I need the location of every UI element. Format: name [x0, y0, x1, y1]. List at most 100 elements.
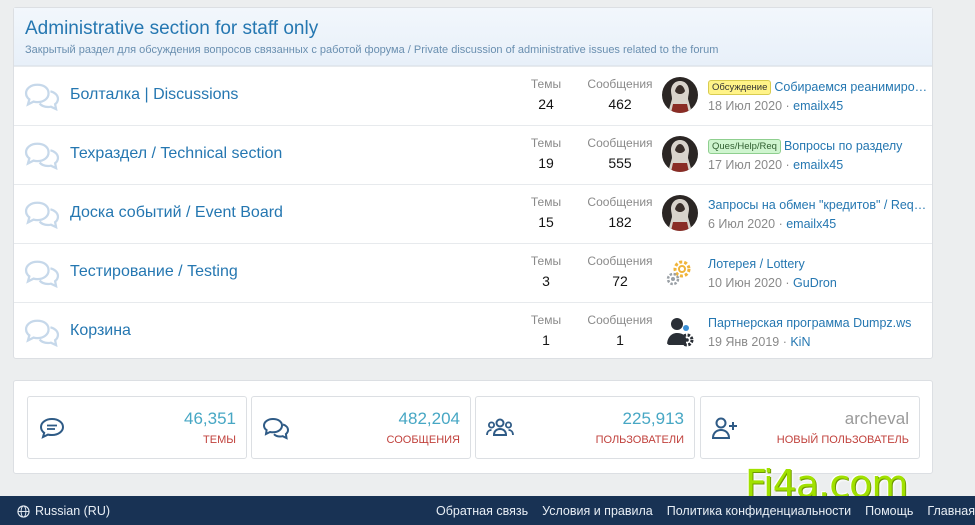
- node-threads-stat: Темы 1: [519, 313, 573, 348]
- node-title[interactable]: Тестирование / Testing: [70, 263, 238, 280]
- threads-label: Темы: [530, 195, 562, 209]
- messages-count: 1: [616, 332, 624, 348]
- last-post-meta: 18 Июл 2020 · emailx45: [708, 99, 844, 113]
- node-messages-stat: Сообщения 555: [580, 136, 660, 171]
- thread-prefix[interactable]: Ques/Help/Req: [708, 139, 781, 154]
- node-messages-stat: Сообщения 182: [580, 195, 660, 230]
- messages-label: Сообщения: [587, 77, 653, 91]
- threads-count: 24: [538, 96, 554, 112]
- node-title[interactable]: Доска событий / Event Board: [70, 204, 283, 221]
- last-post-meta: 6 Июл 2020 · emailx45: [708, 217, 837, 231]
- node-threads-stat: Темы 24: [519, 77, 573, 112]
- last-post-link[interactable]: Собираемся реанимировать: [774, 80, 930, 94]
- footer-link-contact[interactable]: Обратная связь: [436, 504, 529, 518]
- chat-bubbles-icon: [24, 319, 60, 347]
- threads-label: Темы: [530, 77, 562, 91]
- user-gear-icon[interactable]: [662, 313, 698, 349]
- category-header: Administrative section for staff only За…: [14, 8, 932, 66]
- forum-node: Доска событий / Event Board Темы 15 Сообщ…: [14, 184, 932, 243]
- threads-count: 3: [542, 273, 550, 289]
- threads-label: Темы: [530, 313, 562, 327]
- avatar[interactable]: [662, 136, 698, 172]
- threads-count: 15: [538, 214, 554, 230]
- gears-icon[interactable]: [662, 254, 698, 290]
- last-post-meta: 10 Июн 2020 · GuDron: [708, 276, 837, 290]
- footer-link-home[interactable]: Главная: [927, 504, 975, 518]
- last-post-title[interactable]: Обсуждение Собираемся реанимировать: [708, 80, 930, 95]
- avatar[interactable]: [662, 77, 698, 113]
- last-post-title[interactable]: Запросы на обмен "кредитов" / Requests: [708, 198, 930, 212]
- chat-bubbles-icon: [24, 83, 60, 111]
- stat-label: ТЕМЫ: [203, 434, 236, 446]
- stat-label: СООБЩЕНИЯ: [386, 434, 460, 446]
- node-messages-stat: Сообщения 1: [580, 313, 660, 348]
- stat-box-users: 225,913 ПОЛЬЗОВАТЕЛИ: [475, 396, 695, 459]
- chat-bubbles-icon: [24, 142, 60, 170]
- last-post-date[interactable]: 6 Июл 2020: [708, 217, 776, 231]
- last-post-meta: 17 Июл 2020 · emailx45: [708, 158, 844, 172]
- last-post-date[interactable]: 17 Июл 2020: [708, 158, 783, 172]
- node-threads-stat: Темы 15: [519, 195, 573, 230]
- category-title[interactable]: Administrative section for staff only: [25, 18, 319, 39]
- threads-count: 19: [538, 155, 554, 171]
- stat-box-newest-member: archeval НОВЫЙ ПОЛЬЗОВАТЕЛЬ: [700, 396, 920, 459]
- last-post-date[interactable]: 19 Янв 2019: [708, 335, 780, 349]
- last-post-date[interactable]: 10 Июн 2020: [708, 276, 782, 290]
- stat-value: 482,204: [398, 409, 460, 428]
- stat-label: ПОЛЬЗОВАТЕЛИ: [595, 434, 684, 446]
- users-icon: [486, 418, 514, 436]
- comments-icon: [262, 417, 290, 440]
- thread-prefix[interactable]: Обсуждение: [708, 80, 772, 95]
- stat-box-threads: 46,351 ТЕМЫ: [27, 396, 247, 459]
- language-label[interactable]: Russian (RU): [35, 504, 111, 518]
- node-title[interactable]: Техраздел / Technical section: [70, 145, 283, 162]
- threads-count: 1: [542, 332, 550, 348]
- avatar[interactable]: [662, 195, 698, 231]
- chat-bubbles-icon: [24, 201, 60, 229]
- threads-label: Темы: [530, 254, 562, 268]
- forum-category-block: Administrative section for staff only За…: [13, 7, 933, 359]
- last-post-user[interactable]: KiN: [790, 335, 811, 349]
- last-post-title[interactable]: Ques/Help/Req Вопросы по разделу: [708, 139, 930, 154]
- messages-label: Сообщения: [587, 136, 653, 150]
- forum-statistics-block: 46,351 ТЕМЫ 482,204 СООБЩЕНИЯ 225,913 ПО…: [13, 380, 933, 474]
- last-post-user[interactable]: emailx45: [793, 158, 844, 172]
- stat-value: 46,351: [184, 409, 236, 428]
- forum-node: Тестирование / Testing Темы 3 Сообщения 72…: [14, 243, 932, 302]
- node-threads-stat: Темы 3: [519, 254, 573, 289]
- node-title[interactable]: Болталка | Discussions: [70, 86, 239, 103]
- messages-label: Сообщения: [587, 313, 653, 327]
- language-chooser[interactable]: Russian (RU): [17, 504, 110, 518]
- last-post-date[interactable]: 18 Июл 2020: [708, 99, 783, 113]
- category-description: Закрытый раздел для обсуждения вопросов …: [25, 44, 719, 56]
- last-post-title[interactable]: Партнерская программа Dumpz.ws: [708, 316, 930, 330]
- last-post-link[interactable]: Партнерская программа Dumpz.ws: [708, 316, 912, 330]
- last-post-user[interactable]: GuDron: [793, 276, 837, 290]
- node-title[interactable]: Корзина: [70, 322, 131, 339]
- last-post-title[interactable]: Лотерея / Lottery: [708, 257, 930, 271]
- messages-count: 462: [608, 96, 632, 112]
- newest-member-name[interactable]: archeval: [844, 409, 909, 428]
- globe-icon: [17, 504, 30, 518]
- last-post-link[interactable]: Запросы на обмен "кредитов" / Requests: [708, 198, 930, 212]
- footer-link-terms[interactable]: Условия и правила: [542, 504, 653, 518]
- last-post-link[interactable]: Лотерея / Lottery: [708, 257, 805, 271]
- messages-label: Сообщения: [587, 254, 653, 268]
- last-post-link[interactable]: Вопросы по разделу: [783, 139, 903, 153]
- stat-box-messages: 482,204 СООБЩЕНИЯ: [251, 396, 471, 459]
- footer-link-privacy[interactable]: Политика конфиденциальности: [666, 504, 852, 518]
- forum-node: Корзина Темы 1 Сообщения 1 Партнерская про…: [14, 302, 932, 359]
- footer: Russian (RU) Обратная связь Условия и пр…: [0, 496, 975, 525]
- last-post-user[interactable]: emailx45: [786, 217, 837, 231]
- forum-node: Техраздел / Technical section Темы 19 Соо…: [14, 125, 932, 184]
- messages-count: 555: [608, 155, 632, 171]
- messages-count: 182: [608, 214, 632, 230]
- comment-icon: [39, 417, 65, 439]
- messages-count: 72: [612, 273, 628, 289]
- threads-label: Темы: [530, 136, 562, 150]
- messages-label: Сообщения: [587, 195, 653, 209]
- footer-link-help[interactable]: Помощь: [865, 504, 914, 518]
- stat-label: НОВЫЙ ПОЛЬЗОВАТЕЛЬ: [776, 434, 909, 446]
- last-post-user[interactable]: emailx45: [793, 99, 844, 113]
- last-post-meta: 19 Янв 2019 · KiN: [708, 335, 811, 349]
